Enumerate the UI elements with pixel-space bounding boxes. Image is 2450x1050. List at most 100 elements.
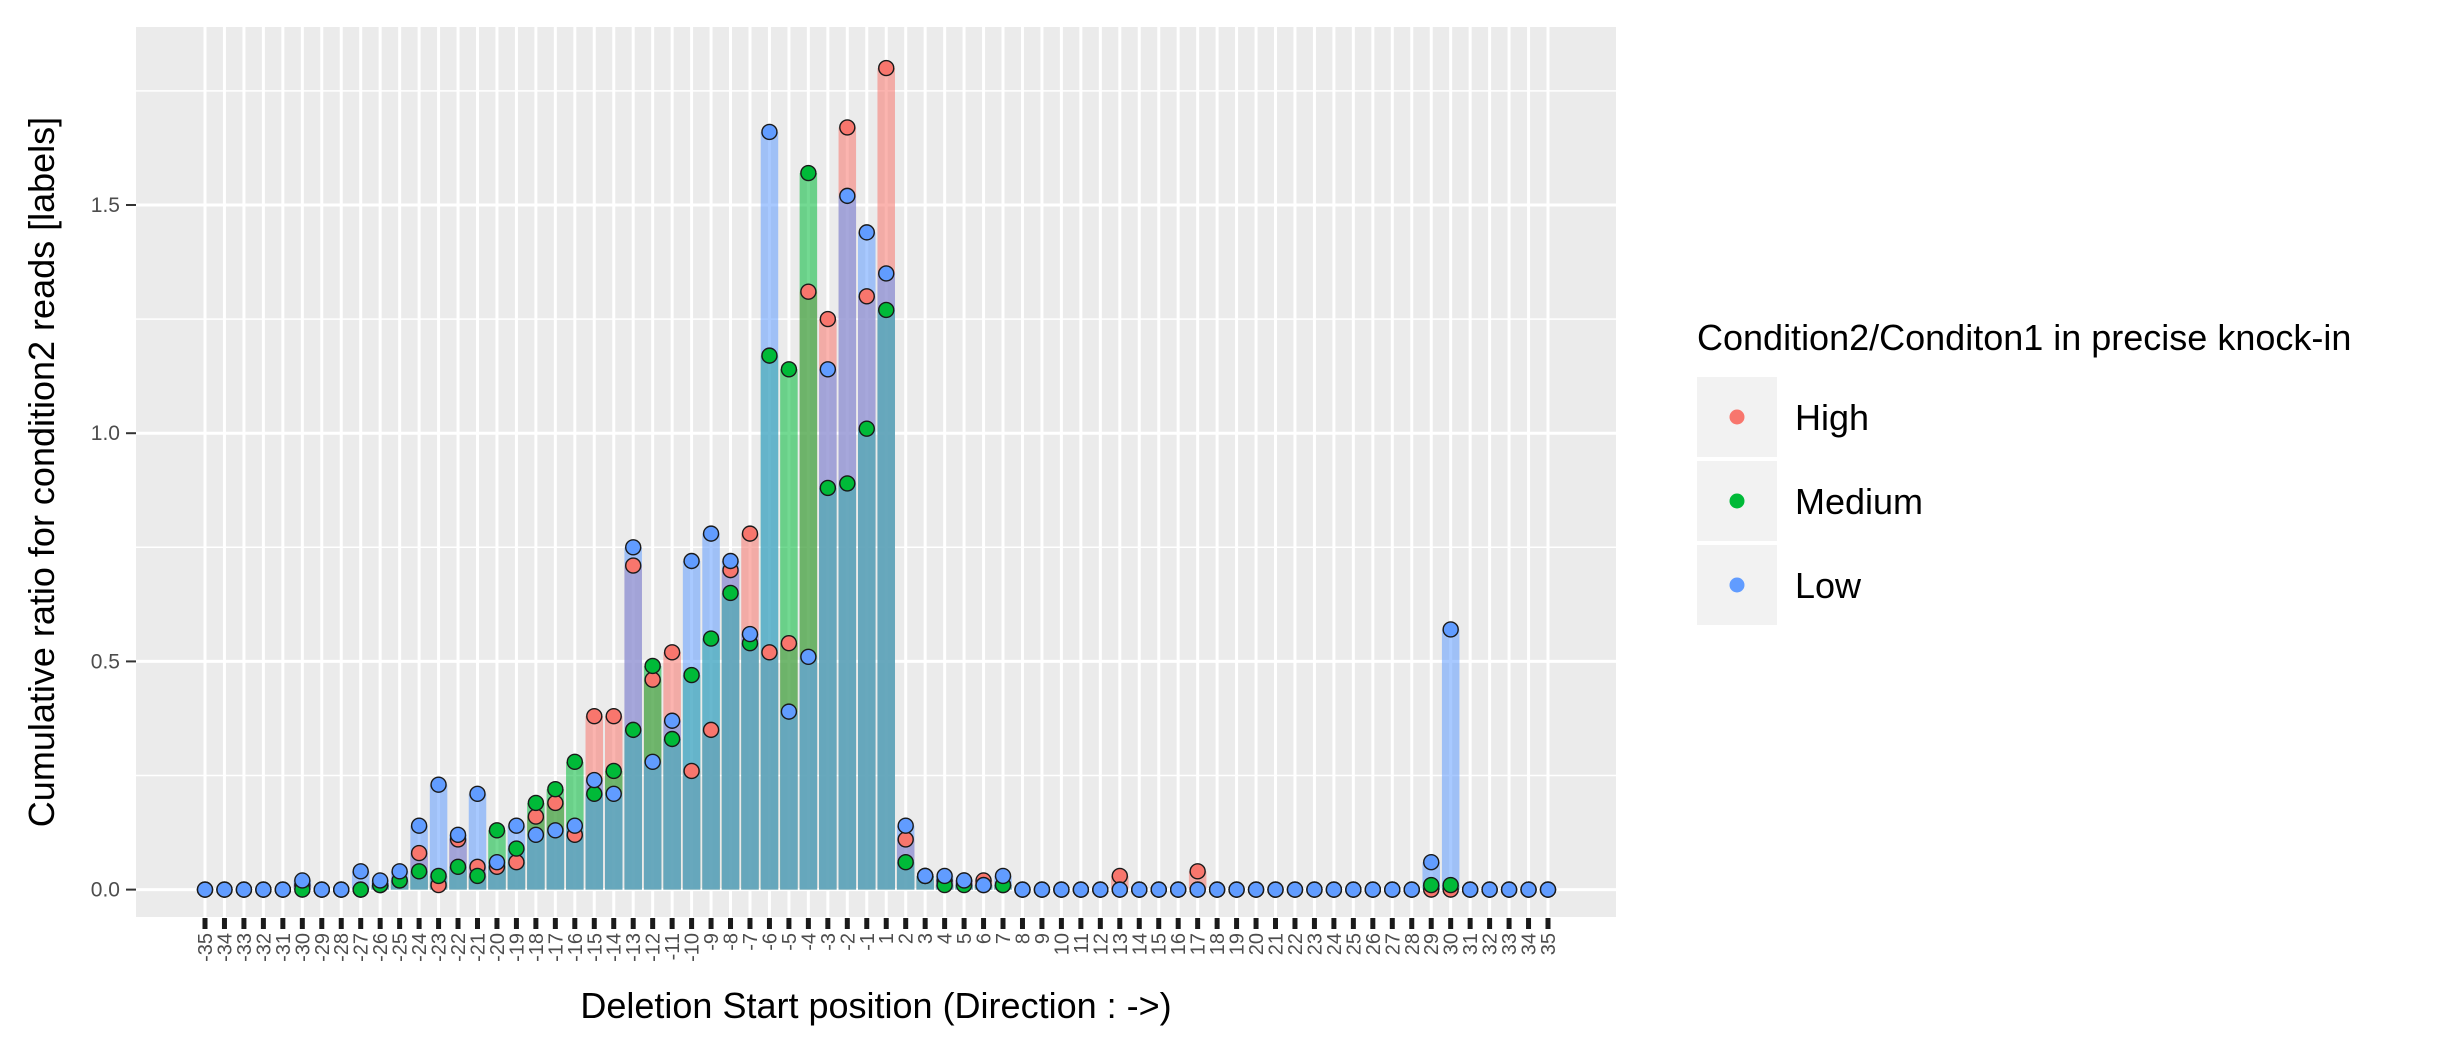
point-low — [1228, 881, 1245, 898]
bar-low — [624, 547, 642, 890]
x-tick-label: -2 — [837, 933, 859, 951]
point-low — [1053, 881, 1070, 898]
point-low — [352, 863, 369, 880]
point-low — [1461, 881, 1479, 898]
x-tick-label: -30 — [292, 933, 314, 962]
point-medium — [800, 164, 817, 182]
x-tick-label: 23 — [1304, 933, 1326, 955]
point-high — [410, 844, 428, 862]
y-axis-title: Cumulative ratio for condition2 reads [l… — [21, 117, 62, 827]
point-low — [702, 525, 720, 542]
bar-low — [1441, 629, 1460, 890]
point-high — [508, 854, 525, 871]
point-high — [605, 707, 622, 725]
point-low — [1131, 881, 1148, 898]
x-tick-label: -26 — [370, 933, 392, 962]
bar-low — [877, 273, 895, 890]
x-tick-label: 29 — [1421, 933, 1443, 955]
point-low — [1111, 881, 1128, 898]
point-medium — [410, 863, 428, 880]
x-tick-label: -5 — [779, 933, 801, 951]
point-low — [858, 224, 875, 241]
x-tick-label: 33 — [1499, 933, 1521, 955]
point-low — [449, 826, 467, 844]
point-medium — [527, 794, 545, 812]
x-tick-label: -22 — [448, 933, 470, 962]
x-tick-label: 32 — [1480, 933, 1502, 955]
x-tick-label: 3 — [915, 933, 937, 944]
x-tick-label: 17 — [1188, 933, 1210, 955]
point-low — [1208, 881, 1226, 898]
point-low — [994, 867, 1012, 885]
point-high — [819, 310, 837, 328]
bar-low — [799, 656, 818, 890]
x-tick-label: -8 — [721, 933, 743, 951]
x-tick-label: -27 — [351, 933, 373, 962]
x-axis-title: Deletion Start position (Direction : ->) — [580, 985, 1171, 1026]
point-low — [586, 771, 603, 789]
point-medium — [1423, 876, 1440, 894]
point-low — [430, 776, 447, 793]
point-low — [1481, 881, 1498, 898]
bar-low — [663, 720, 681, 890]
y-tick-label: 0.5 — [91, 650, 120, 673]
point-low — [1286, 881, 1304, 898]
point-low — [936, 867, 953, 885]
point-low — [1092, 881, 1109, 898]
legend-label-medium: Medium — [1795, 481, 1923, 522]
point-low — [1520, 881, 1537, 898]
point-medium — [449, 858, 467, 875]
bar-low — [858, 232, 876, 890]
x-tick-label: -24 — [409, 933, 431, 962]
point-low — [839, 187, 856, 205]
point-low — [819, 361, 837, 378]
bar-low — [721, 561, 740, 890]
x-tick-label: -12 — [643, 933, 665, 962]
point-high — [702, 721, 720, 739]
point-low — [566, 817, 584, 834]
point-high — [625, 557, 642, 574]
x-tick-label: -7 — [740, 933, 762, 951]
x-tick-label: -4 — [798, 933, 820, 951]
bar-low — [702, 533, 720, 890]
x-tick-label: 12 — [1090, 933, 1112, 955]
x-tick-label: -9 — [701, 933, 723, 951]
point-low — [294, 872, 311, 889]
point-low — [1150, 881, 1167, 898]
x-tick-label: -1 — [857, 933, 879, 951]
x-tick-label: -16 — [565, 933, 587, 962]
point-low — [1189, 881, 1206, 898]
point-medium — [702, 630, 720, 647]
legend-label-low: Low — [1795, 565, 1862, 606]
point-low — [1539, 881, 1557, 898]
point-low — [741, 625, 759, 643]
point-medium — [625, 721, 642, 739]
point-high — [800, 283, 817, 300]
point-medium — [780, 361, 798, 378]
x-tick-label: 6 — [974, 933, 996, 944]
x-tick-label: 26 — [1363, 933, 1385, 955]
x-tick-label: -21 — [467, 933, 489, 962]
point-medium — [605, 762, 622, 780]
point-medium — [878, 301, 895, 319]
point-low — [683, 552, 700, 570]
point-medium — [469, 867, 486, 885]
y-tick-label: 1.0 — [91, 422, 120, 445]
x-tick-label: -3 — [818, 933, 840, 951]
x-tick-label: 8 — [1012, 933, 1034, 944]
x-tick-label: 11 — [1071, 933, 1093, 954]
legend-title: Condition2/Conditon1 in precise knock-in — [1697, 317, 2351, 358]
point-low — [1345, 881, 1362, 898]
legend: Condition2/Conditon1 in precise knock-in… — [1697, 317, 2351, 625]
legend-label-high: High — [1795, 397, 1869, 438]
point-high — [761, 644, 778, 661]
bar-low — [643, 761, 662, 890]
x-tick-label: -31 — [273, 933, 295, 962]
point-medium — [508, 840, 525, 857]
legend-marker-medium — [1729, 493, 1745, 509]
point-medium — [897, 854, 914, 871]
x-tick-label: -10 — [682, 933, 704, 962]
x-tick-label: -6 — [759, 933, 781, 951]
plot-panel — [136, 27, 1616, 917]
x-tick-label: 2 — [896, 933, 918, 944]
